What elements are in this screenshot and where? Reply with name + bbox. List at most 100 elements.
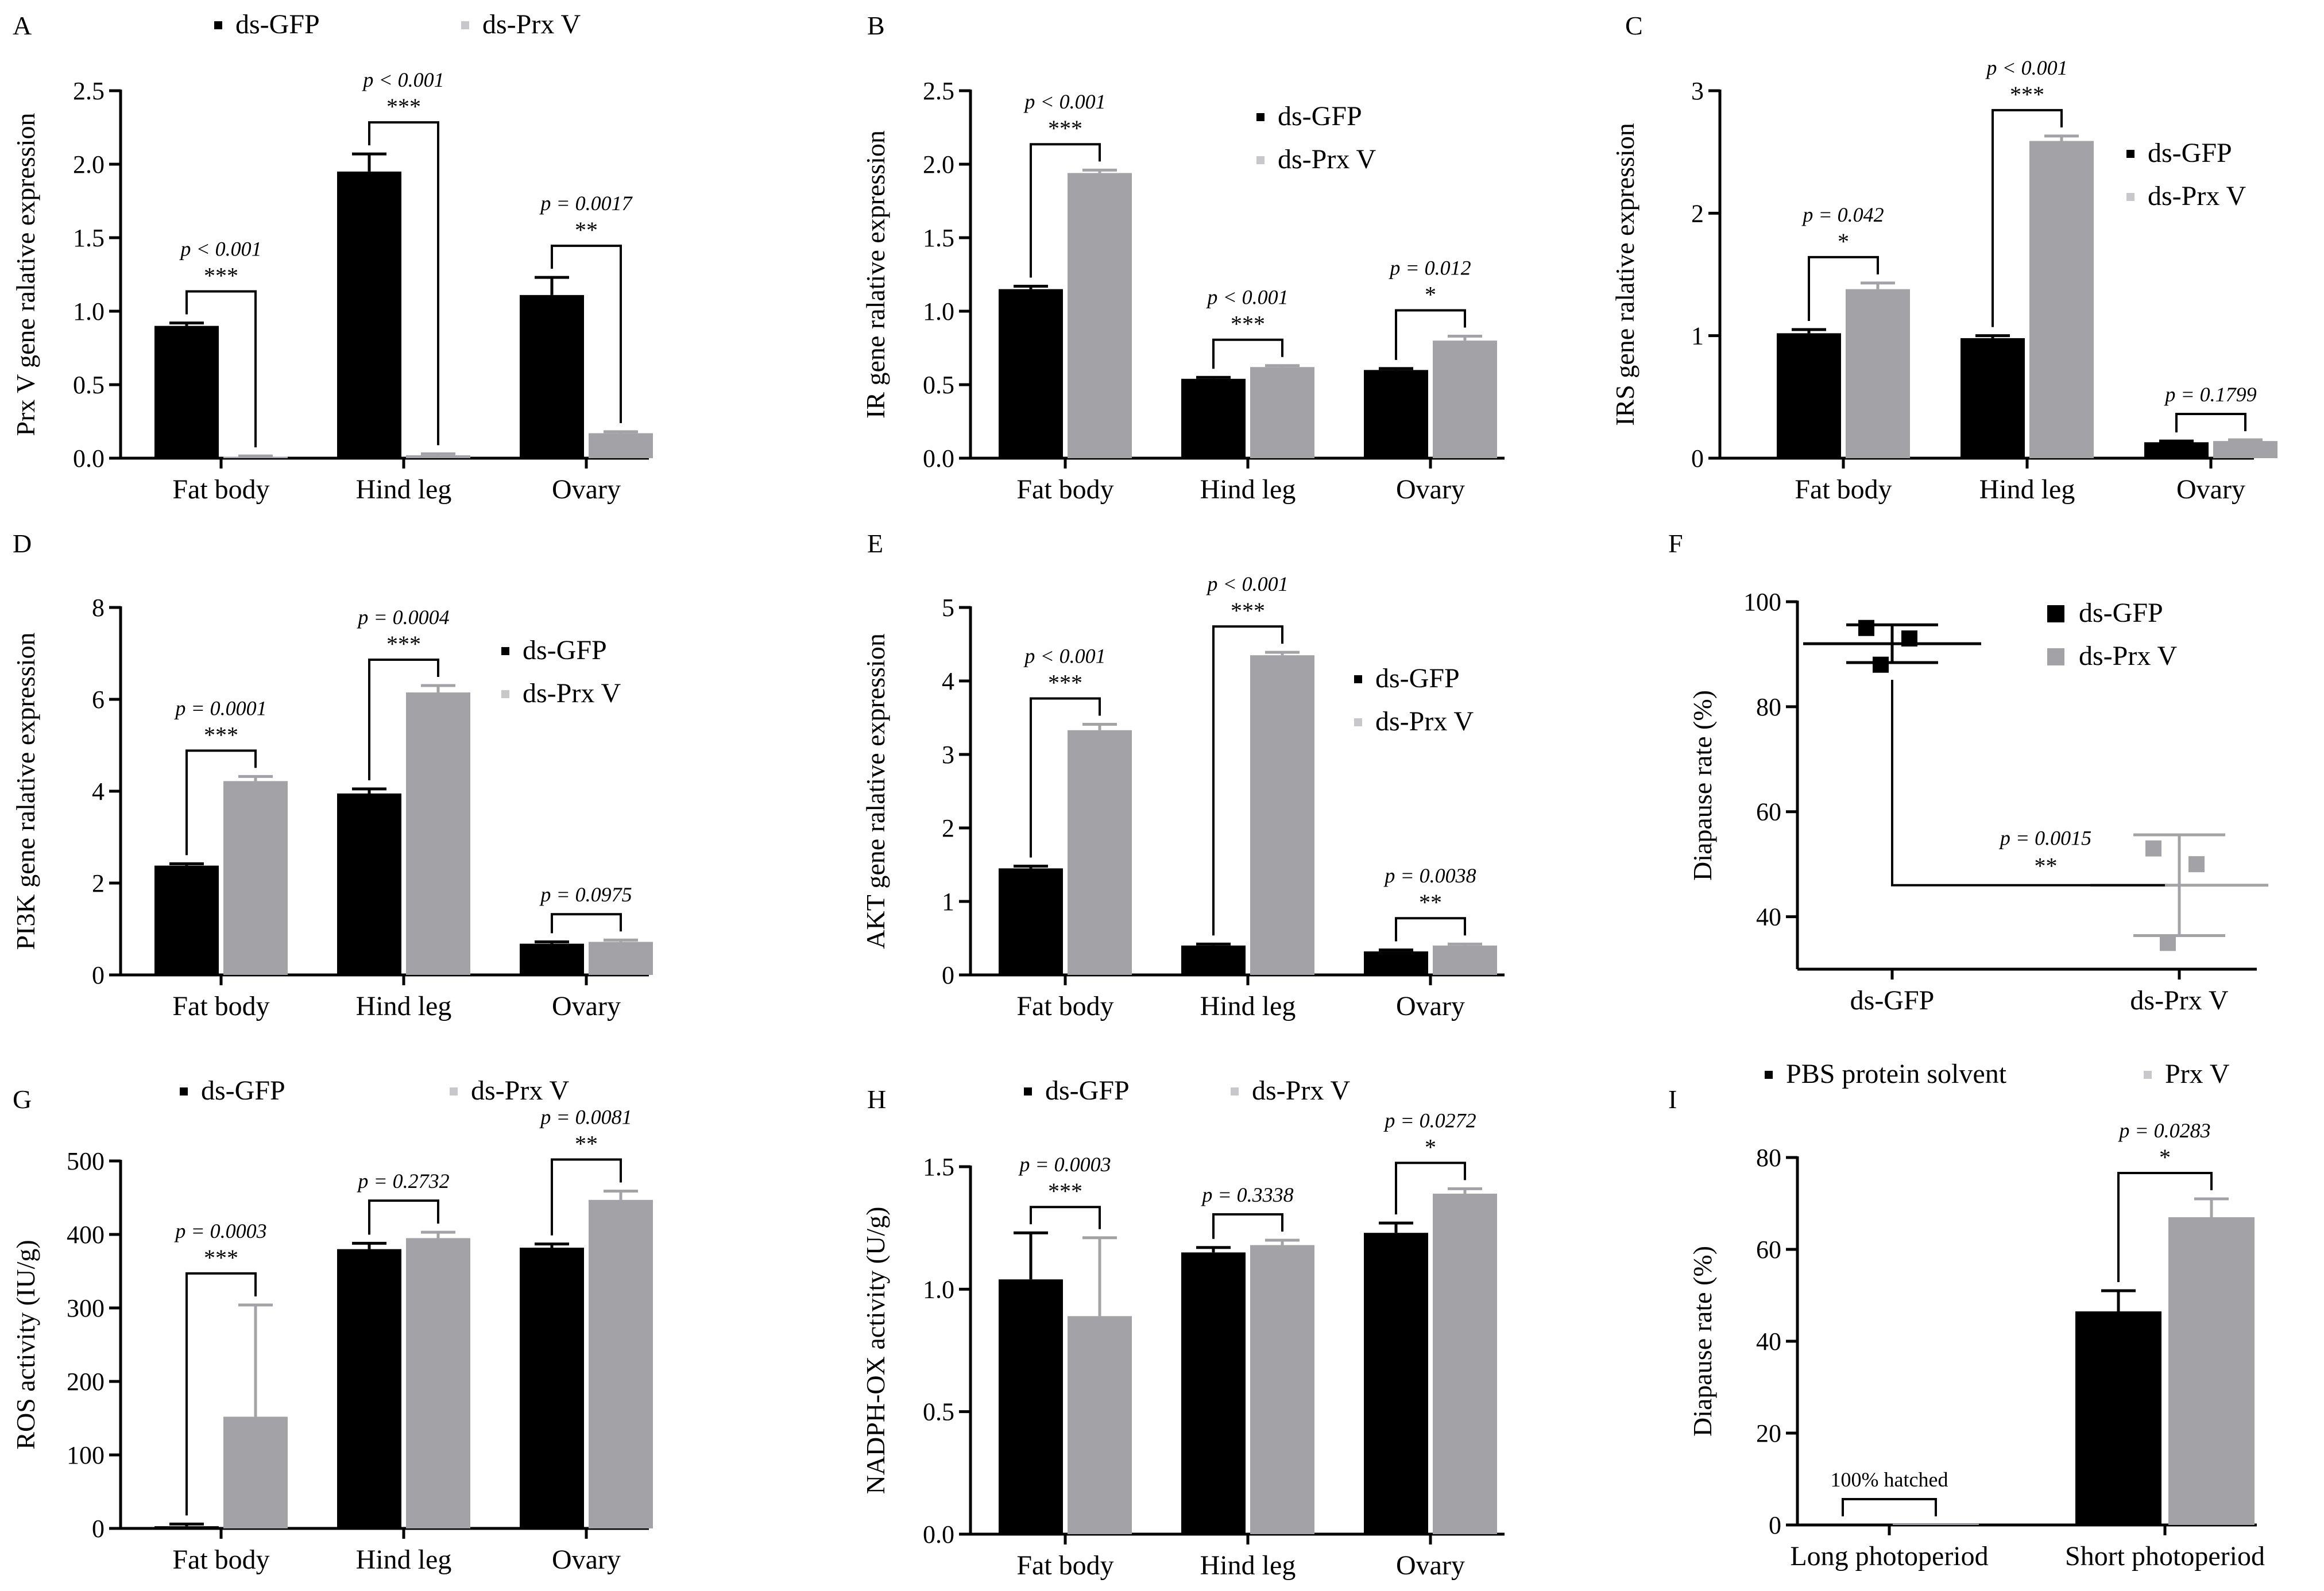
y-axis-label: ROS activity (IU/g)	[11, 1240, 40, 1449]
x-category-label: Hind leg	[356, 991, 452, 1021]
panel-b: B 0.0 0.5 1.0 1.5 2.0 2.5 IR gene ralative expr…	[861, 11, 1505, 505]
legend-swatch	[1354, 718, 1362, 726]
y-tick-label: 4	[942, 667, 954, 695]
significance-stars: ***	[1048, 1178, 1082, 1204]
p-value-label: p < 0.001	[1023, 645, 1105, 668]
y-tick-label: 400	[67, 1221, 105, 1249]
bar-pbs-protein-solvent	[2075, 1311, 2161, 1525]
significance-bracket	[551, 913, 622, 934]
p-value-label: p = 0.0003	[1018, 1153, 1111, 1176]
legend-swatch	[1256, 156, 1265, 164]
bar-prx-v	[2168, 1217, 2255, 1525]
panel-d: D 0 2 4 6 8 PI3K gene ralative expression Fat b…	[11, 529, 653, 1021]
y-tick-label: 1	[1691, 322, 1704, 350]
significance-bracket	[551, 245, 622, 423]
p-value-label: p = 0.0001	[173, 696, 266, 719]
y-tick-label: 2.5	[923, 77, 954, 105]
significance-stars: **	[1419, 889, 1442, 915]
significance-bracket	[185, 290, 257, 448]
legend-label: ds-GFP	[523, 635, 607, 665]
significance-stars: ***	[2010, 82, 2044, 107]
panel-h: H 0.0 0.5 1.0 1.5 NADPH-OX activity (U/g) Fat …	[861, 1075, 1505, 1581]
p-value-label: p < 0.001	[1023, 90, 1105, 113]
bar-ds-prx-v	[589, 433, 653, 458]
legend-swatch	[1256, 113, 1265, 121]
panel-letter: C	[1625, 11, 1643, 40]
legend-swatch	[1024, 1087, 1032, 1095]
significance-bracket	[368, 1199, 439, 1235]
y-tick-label: 4	[92, 777, 105, 806]
bar-ds-prx-v	[1433, 945, 1497, 975]
y-tick-label: 0	[1691, 444, 1704, 473]
x-category-label: Hind leg	[1979, 474, 2075, 505]
significance-bracket	[1212, 338, 1283, 369]
bar-ds-gfp	[1364, 370, 1428, 458]
panel-a: A 0.0 0.5 1.0 1.5 2.0 2.5 Prx V gene ralative e…	[11, 9, 653, 505]
bar-ds-prx-v	[1433, 340, 1497, 458]
bar-ds-gfp	[1181, 378, 1246, 458]
significance-stars: *	[1425, 1134, 1436, 1160]
y-tick-label: 0.0	[923, 1520, 954, 1549]
x-category-label: Ovary	[2176, 474, 2245, 505]
y-tick-label: 1.5	[923, 224, 954, 252]
significance-stars: *	[1838, 229, 1849, 254]
significance-bracket	[1891, 680, 2165, 887]
p-value-label: p < 0.001	[1205, 286, 1288, 309]
x-category-label: Fat body	[1016, 991, 1113, 1021]
bar-ds-prx-v	[406, 692, 470, 975]
y-tick-label: 1.0	[923, 1275, 954, 1303]
bar-ds-gfp	[2144, 442, 2209, 458]
x-category-label: Ovary	[1396, 1550, 1465, 1581]
panel-i: I 0 20 40 60 80 Diapause rate (%) Long photoper…	[1668, 1059, 2265, 1571]
legend-label: ds-GFP	[1278, 101, 1362, 131]
bar-ds-gfp	[1181, 945, 1246, 975]
y-tick-label: 80	[1756, 693, 1781, 721]
bar-ds-gfp	[1364, 951, 1428, 975]
data-point-ds-gfp	[1858, 620, 1874, 636]
p-value-label: p = 0.0283	[2117, 1119, 2210, 1142]
bar-ds-prx-v	[2029, 141, 2094, 458]
y-tick-label: 40	[1756, 903, 1781, 931]
p-value-label: p < 0.001	[1205, 572, 1288, 595]
panel-letter: I	[1668, 1085, 1677, 1114]
y-tick-label: 5	[942, 594, 954, 622]
legend-label: ds-Prx V	[2148, 181, 2246, 211]
y-axis-label: PI3K gene ralative expression	[11, 632, 40, 950]
y-tick-label: 100	[67, 1441, 105, 1469]
y-tick-label: 1.0	[923, 297, 954, 326]
x-category-label: ds-GFP	[1850, 985, 1935, 1016]
p-value-label: p < 0.001	[1985, 56, 2067, 79]
significance-bracket	[1992, 109, 2063, 327]
bar-ds-gfp	[337, 1249, 401, 1528]
bar-ds-prx-v	[589, 1199, 653, 1528]
bar-ds-gfp	[999, 1279, 1063, 1534]
x-category-label: Fat body	[172, 1544, 269, 1575]
y-axis-label: AKT gene ralative expression	[861, 633, 890, 949]
y-tick-label: 500	[67, 1147, 105, 1175]
bar-ds-prx-v	[1433, 1193, 1497, 1534]
y-tick-label: 100	[1743, 588, 1781, 616]
p-value-label: p = 0.042	[1801, 203, 1884, 226]
x-category-label: Short photoperiod	[2065, 1541, 2265, 1571]
significance-bracket	[2117, 1172, 2213, 1282]
y-tick-label: 1	[942, 888, 954, 916]
bar-ds-gfp	[520, 943, 584, 975]
significance-bracket	[185, 749, 257, 855]
significance-bracket	[1030, 697, 1101, 858]
bar-ds-gfp	[1960, 338, 2025, 458]
bar-prx-v	[1893, 1524, 1979, 1525]
legend-swatch	[2126, 193, 2134, 201]
significance-bracket	[1808, 256, 1879, 321]
bar-ds-prx-v	[223, 456, 288, 458]
significance-bracket	[1212, 625, 1283, 936]
panel-letter: D	[13, 529, 32, 558]
p-value-label: p = 0.0015	[1998, 827, 2091, 850]
legend-label: ds-Prx V	[1375, 706, 1474, 737]
significance-bracket	[1842, 1498, 1937, 1516]
significance-bracket	[2175, 413, 2246, 433]
legend-swatch	[2126, 150, 2134, 158]
y-axis-label: IR gene ralative expression	[861, 130, 890, 419]
legend-label: ds-Prx V	[1278, 144, 1376, 175]
x-category-label: Ovary	[552, 991, 621, 1021]
panel-letter: F	[1668, 529, 1683, 558]
